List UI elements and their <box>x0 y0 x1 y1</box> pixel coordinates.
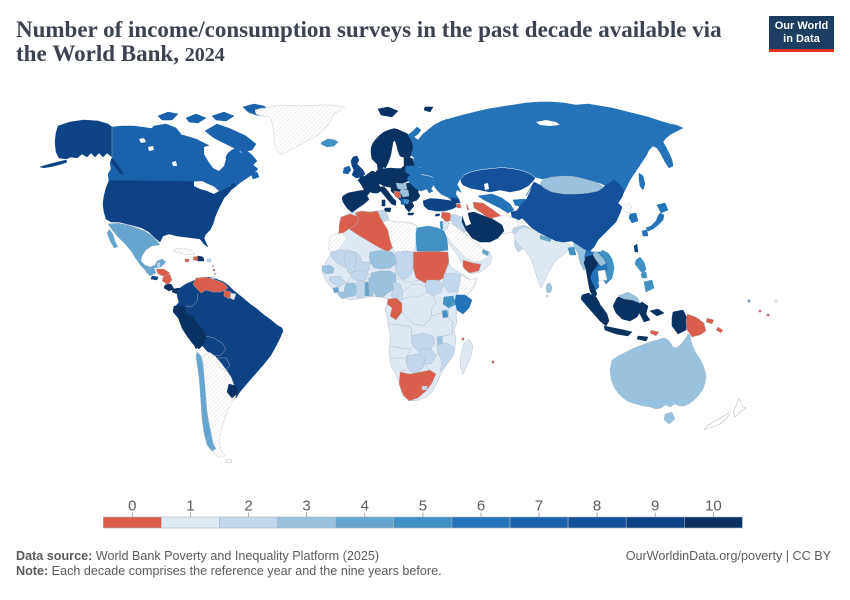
svg-text:6: 6 <box>477 498 485 515</box>
svg-text:10: 10 <box>705 498 722 515</box>
svg-text:8: 8 <box>593 498 601 515</box>
svg-text:4: 4 <box>361 498 369 515</box>
svg-text:9: 9 <box>651 498 659 515</box>
svg-text:1: 1 <box>186 498 194 515</box>
svg-text:3: 3 <box>302 498 310 515</box>
svg-text:7: 7 <box>535 498 543 515</box>
svg-text:2: 2 <box>244 498 252 515</box>
svg-text:0: 0 <box>128 498 136 515</box>
svg-text:5: 5 <box>419 498 427 515</box>
